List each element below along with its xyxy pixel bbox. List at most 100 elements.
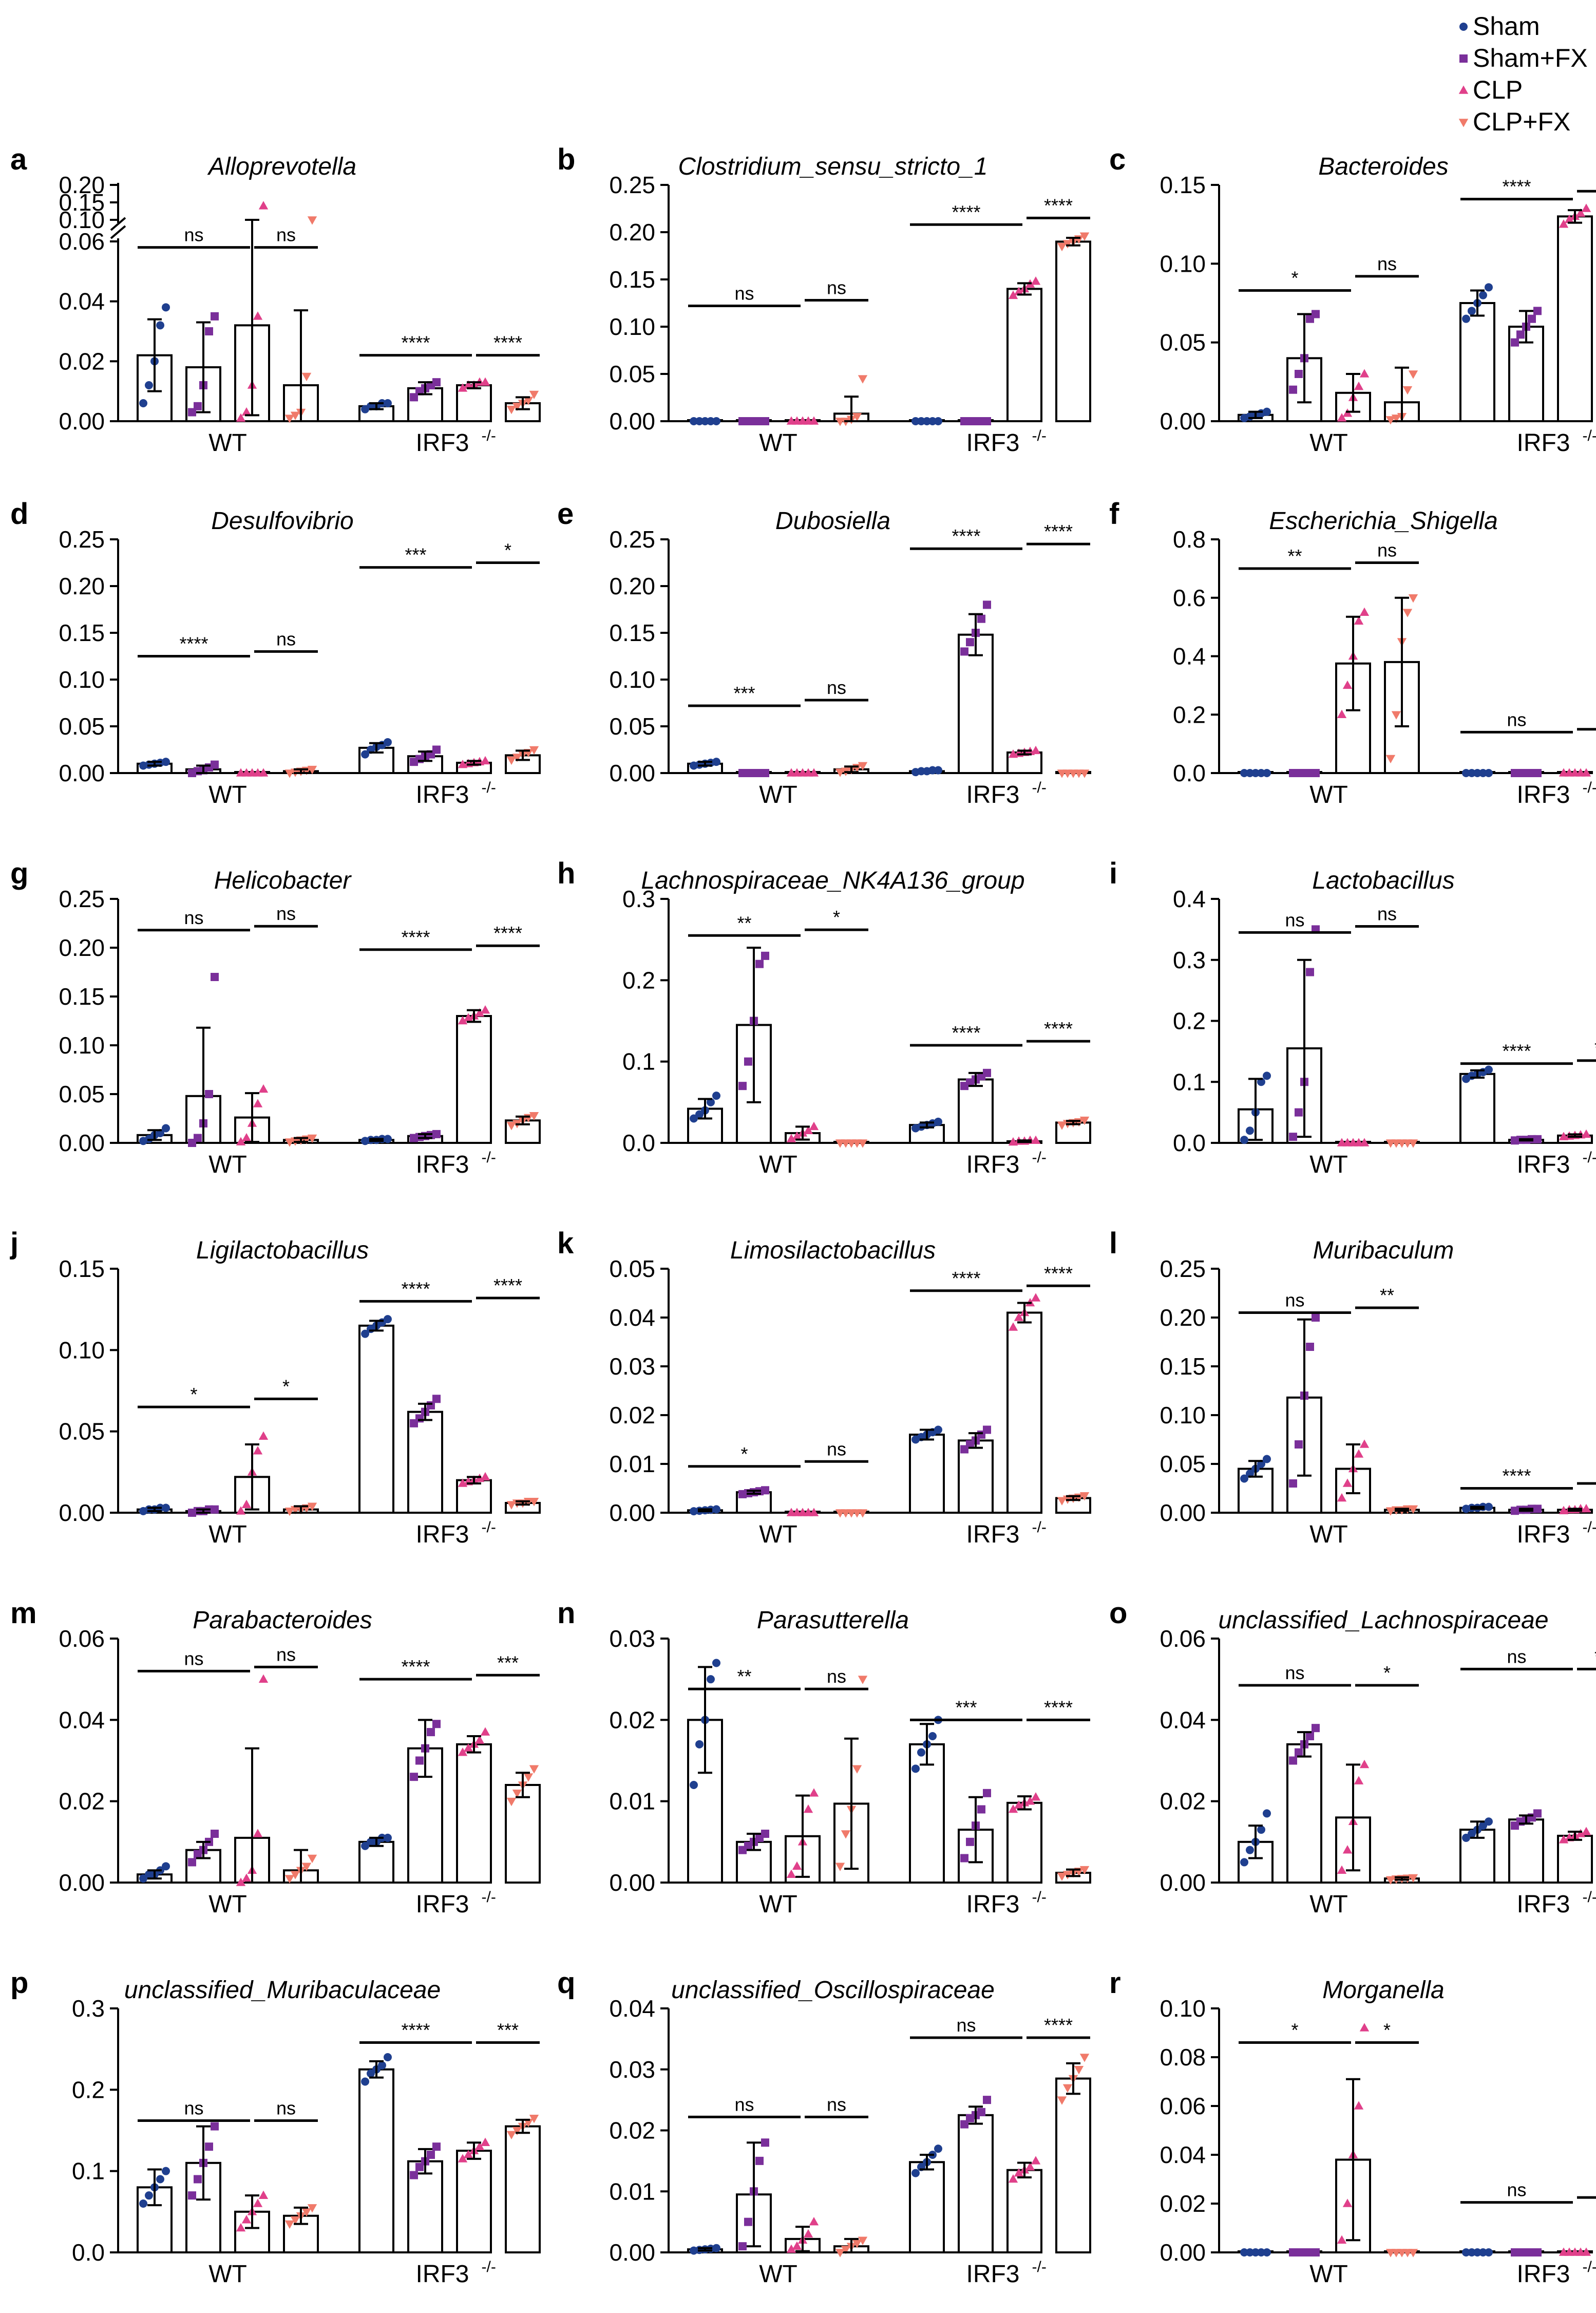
y-tick-label: 0.00 bbox=[609, 1499, 655, 1526]
data-point bbox=[1408, 2249, 1418, 2258]
data-point bbox=[1402, 386, 1413, 395]
significance-label: ns bbox=[276, 224, 296, 246]
data-point bbox=[432, 378, 441, 387]
data-point bbox=[307, 216, 317, 225]
data-point bbox=[474, 1008, 485, 1017]
data-point bbox=[361, 750, 369, 759]
x-group-label: WT bbox=[1309, 781, 1348, 808]
data-point bbox=[1468, 1830, 1476, 1838]
error-bar bbox=[698, 761, 712, 767]
data-point bbox=[241, 1499, 252, 1508]
bar bbox=[909, 2161, 945, 2253]
y-tick-label: 0.25 bbox=[59, 886, 105, 912]
significance-label: **** bbox=[1594, 1038, 1596, 1059]
y-tick-label: 0.3 bbox=[622, 886, 655, 912]
bar bbox=[456, 384, 492, 422]
data-point bbox=[506, 405, 517, 415]
significance-bracket: ns bbox=[138, 2098, 250, 2122]
x-group-label: WT bbox=[759, 1891, 797, 1918]
chart-title: Escherichia_Shigella bbox=[1269, 507, 1498, 535]
significance-bracket: **** bbox=[1027, 521, 1090, 546]
data-point bbox=[738, 2242, 747, 2251]
data-point bbox=[761, 1486, 769, 1495]
data-point bbox=[1533, 1809, 1542, 1818]
error-bar bbox=[245, 1747, 259, 1884]
y-tick-label: 0.15 bbox=[609, 619, 655, 646]
data-point bbox=[1581, 1827, 1591, 1835]
significance-label: *** bbox=[497, 1652, 519, 1673]
data-point bbox=[1511, 338, 1519, 347]
panel-d: d Desulfovibrio0.000.050.100.150.200.25**… bbox=[10, 497, 541, 808]
significance-label: ns bbox=[1285, 1290, 1304, 1311]
y-tick-label: 0.20 bbox=[1160, 1304, 1206, 1331]
y-tick-label: 0.10 bbox=[1160, 1995, 1206, 2022]
bar bbox=[1557, 1834, 1593, 1884]
x-group-label: IRF3 bbox=[966, 781, 1019, 808]
significance-bracket: **** bbox=[1027, 2015, 1090, 2039]
y-tick-label: 0.04 bbox=[609, 1304, 655, 1331]
data-point bbox=[809, 416, 819, 425]
panel-letter: a bbox=[10, 143, 27, 176]
data-point bbox=[1031, 276, 1041, 285]
data-point bbox=[1391, 415, 1401, 423]
data-point bbox=[162, 303, 170, 312]
y-tick-label: 0.01 bbox=[609, 2178, 655, 2205]
data-point bbox=[463, 1743, 473, 1752]
data-point bbox=[858, 2236, 868, 2245]
y-tick-label: 0.10 bbox=[59, 666, 105, 693]
data-point bbox=[211, 312, 219, 321]
error-bar bbox=[795, 1794, 810, 1878]
y-tick-label: 0.00 bbox=[609, 760, 655, 786]
data-point bbox=[966, 1837, 974, 1846]
panel-o: o unclassified_Lachnospiraceae 0.00 0.02 0.0… bbox=[1109, 1596, 1596, 1918]
panel-letter: g bbox=[10, 857, 28, 890]
y-axis bbox=[660, 898, 670, 1144]
error-bar bbox=[294, 1849, 308, 1884]
error-bar bbox=[1066, 1495, 1080, 1501]
y-axis bbox=[660, 2007, 670, 2253]
panel-letter: q bbox=[557, 1966, 575, 2000]
x-group-label: WT bbox=[208, 1151, 247, 1178]
significance-bracket: **** bbox=[1577, 1038, 1596, 1062]
data-point bbox=[1402, 609, 1413, 617]
significance-bracket: * bbox=[805, 907, 868, 931]
data-point bbox=[928, 1732, 937, 1740]
error-bar bbox=[245, 2194, 259, 2229]
error-bar bbox=[968, 1796, 983, 1864]
significance-label: ** bbox=[737, 1666, 751, 1687]
error-bar bbox=[147, 1507, 162, 1512]
error-bar bbox=[294, 1137, 308, 1143]
significance-label: **** bbox=[1502, 1465, 1531, 1487]
error-bar bbox=[516, 1500, 530, 1506]
data-point bbox=[523, 397, 534, 405]
data-point bbox=[761, 2138, 769, 2147]
significance-bracket: *** bbox=[688, 683, 801, 707]
significance-label: **** bbox=[1044, 1697, 1073, 1718]
data-point bbox=[410, 1773, 418, 1781]
chart-title: Bacteroides bbox=[1318, 153, 1448, 180]
y-tick-label: 0.10 bbox=[609, 666, 655, 693]
significance-label: ns bbox=[827, 1438, 846, 1459]
data-point bbox=[253, 1099, 263, 1107]
data-point bbox=[236, 1506, 246, 1515]
significance-label: ns bbox=[1285, 1662, 1304, 1683]
error-bar bbox=[1297, 1731, 1312, 1758]
significance-bracket: **** bbox=[1460, 1041, 1573, 1065]
error-bar bbox=[245, 1443, 259, 1511]
bar bbox=[1508, 1818, 1544, 1884]
data-point bbox=[211, 1830, 219, 1838]
error-bar bbox=[1017, 282, 1032, 296]
data-point bbox=[139, 1874, 147, 1883]
legend-marker bbox=[1459, 23, 1468, 31]
data-point bbox=[1337, 709, 1347, 719]
significance-label: ** bbox=[1287, 546, 1302, 567]
x-group-superscript: -/- bbox=[1583, 427, 1596, 444]
x-group-superscript: -/- bbox=[1583, 2259, 1596, 2276]
data-point bbox=[1354, 2101, 1364, 2110]
data-point bbox=[284, 1875, 295, 1884]
data-point bbox=[205, 1090, 213, 1098]
x-group-label: IRF3 bbox=[966, 1151, 1019, 1178]
error-bar bbox=[516, 396, 530, 410]
error-bar bbox=[467, 1476, 481, 1484]
